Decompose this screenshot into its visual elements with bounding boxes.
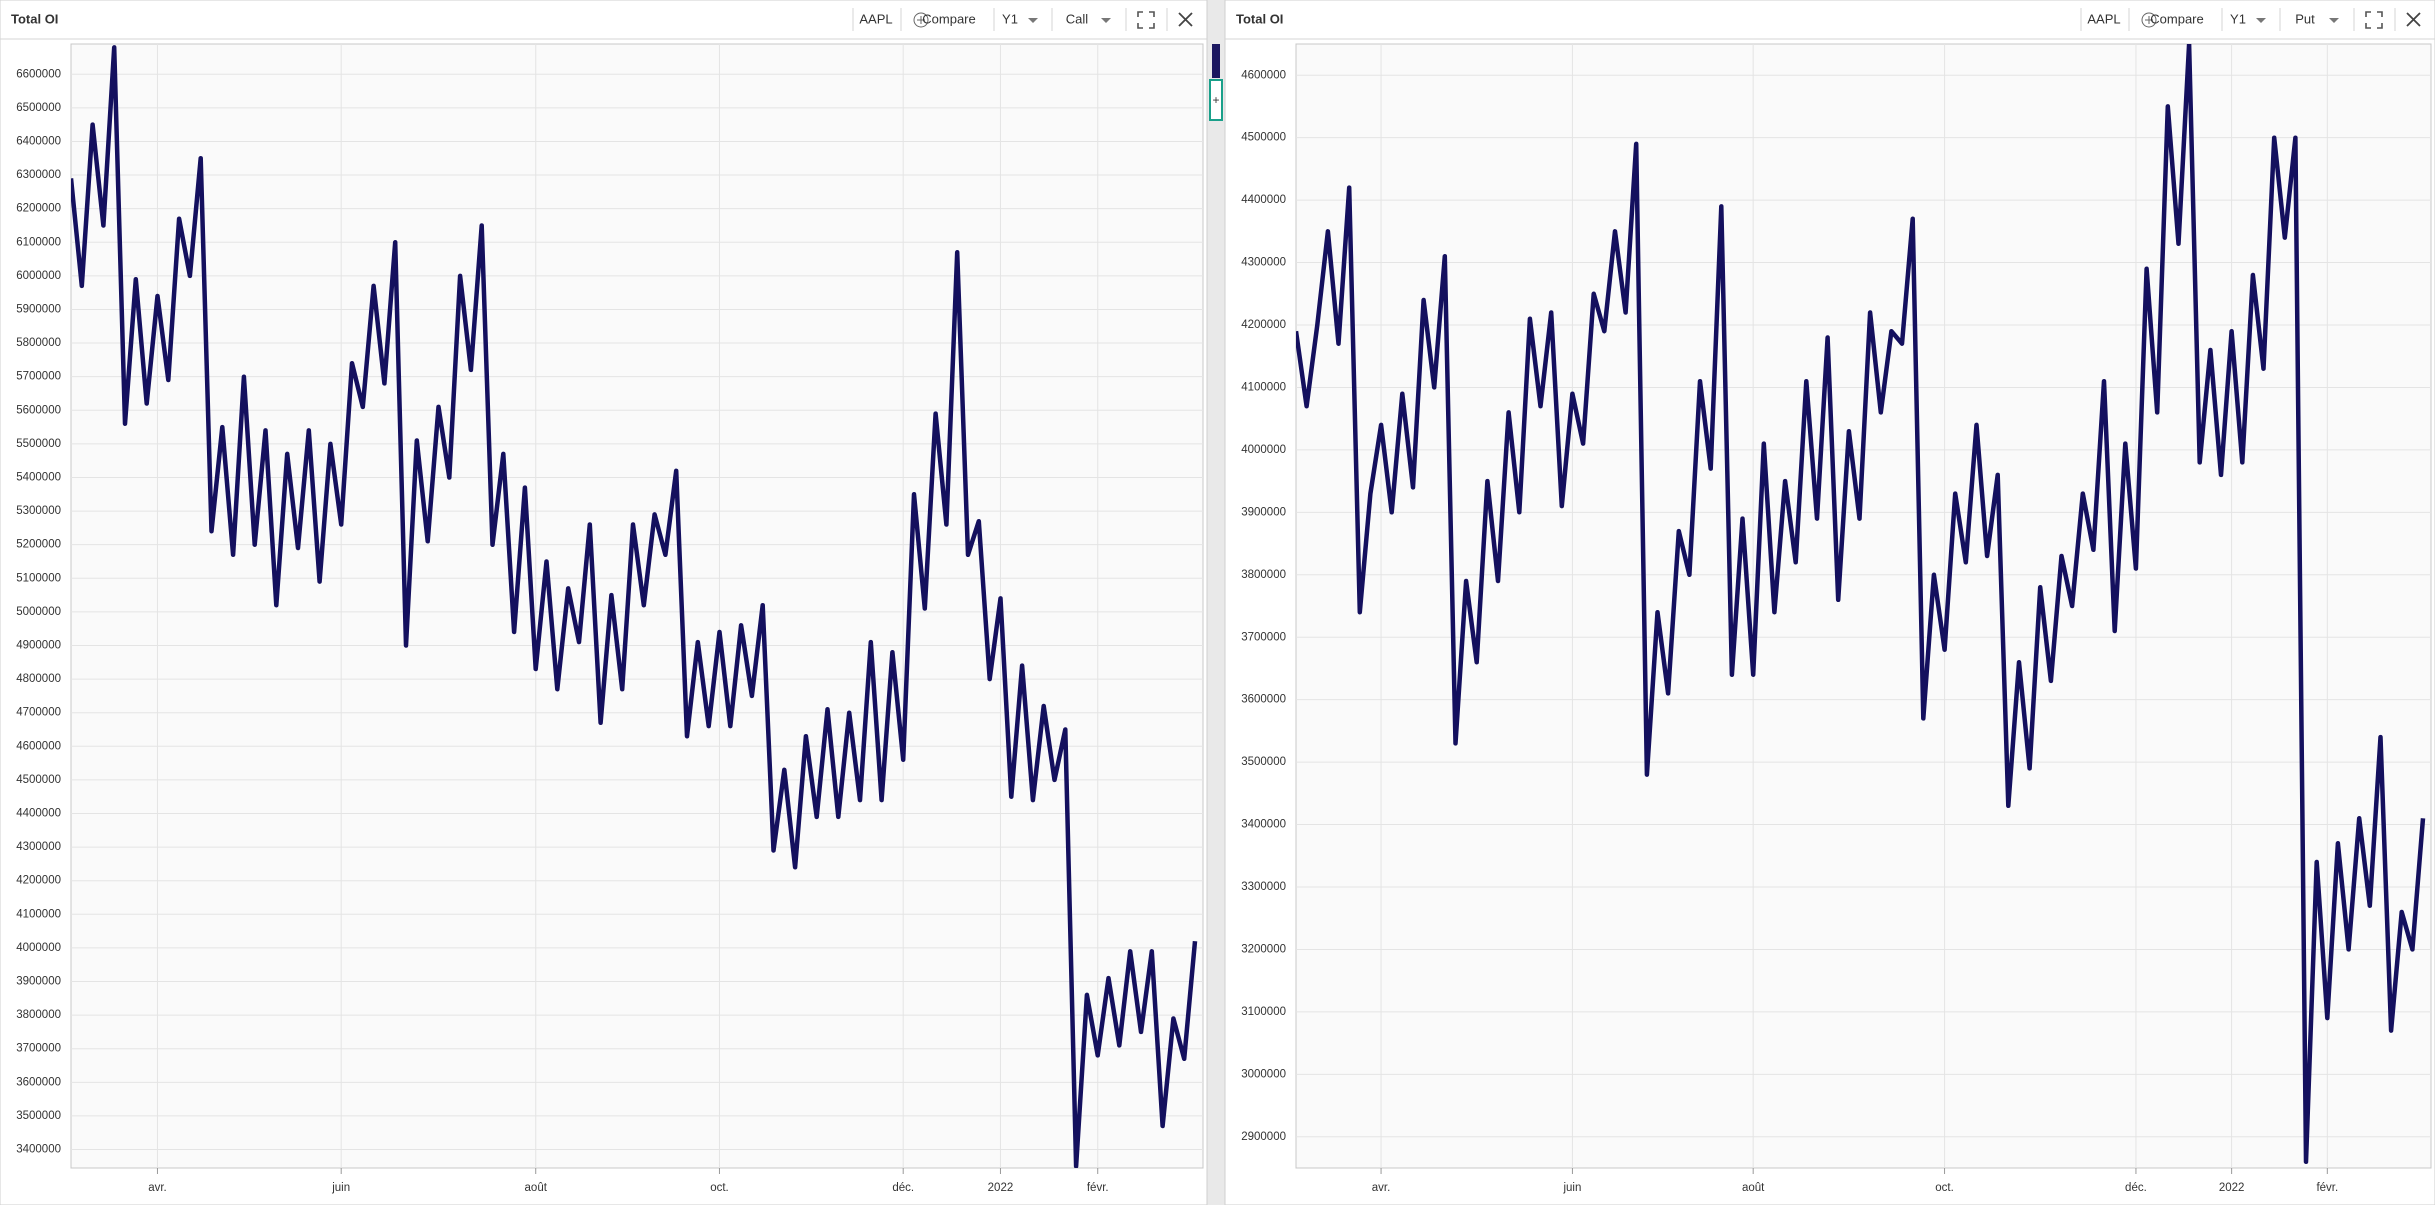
y-tick-label: 5600000 <box>16 404 61 416</box>
x-tick-label: oct. <box>1935 1182 1954 1194</box>
x-tick-label: août <box>525 1182 548 1194</box>
y-tick-label: 3600000 <box>16 1076 61 1088</box>
y-tick-label: 5100000 <box>16 572 61 584</box>
y-tick-label: 3500000 <box>16 1110 61 1122</box>
panel-title: Total OI <box>11 11 58 26</box>
splitter-icon: + <box>1212 93 1219 107</box>
y-tick-label: 3400000 <box>1241 819 1286 831</box>
close-button[interactable] <box>2406 12 2421 27</box>
y-tick-label: 6000000 <box>16 270 61 282</box>
y-tick-label: 5000000 <box>16 606 61 618</box>
y-tick-label: 5900000 <box>16 303 61 315</box>
y-tick-label: 6600000 <box>16 68 61 80</box>
dropdown-arrow <box>1101 18 1111 23</box>
y-tick-label: 4000000 <box>1241 444 1286 456</box>
y-tick-label: 3700000 <box>1241 631 1286 643</box>
ticker-button[interactable]: AAPL <box>859 11 892 26</box>
compare-icon[interactable] <box>913 12 929 28</box>
data-line <box>71 45 1198 1168</box>
y-tick-label: 3000000 <box>1241 1068 1286 1080</box>
y-tick-label: 4900000 <box>16 640 61 652</box>
x-tick-label: août <box>1742 1182 1765 1194</box>
y-tick-label: 3300000 <box>1241 881 1286 893</box>
option-type-dropdown[interactable]: Put <box>2295 11 2315 26</box>
x-tick-label: déc. <box>892 1182 914 1194</box>
y-tick-label: 4200000 <box>16 875 61 887</box>
y-tick-label: 4700000 <box>16 707 61 719</box>
x-tick-label: juin <box>331 1182 350 1194</box>
y-tick-label: 3500000 <box>1241 756 1286 768</box>
x-tick-label: avr. <box>1372 1182 1391 1194</box>
y-tick-label: 6200000 <box>16 203 61 215</box>
y-tick-label: 6300000 <box>16 169 61 181</box>
y-tick-label: 3100000 <box>1241 1006 1286 1018</box>
splitter-handle[interactable] <box>1209 79 1223 121</box>
dropdown-arrow <box>2329 18 2339 23</box>
y-tick-label: 5300000 <box>16 505 61 517</box>
dropdown-arrow <box>2256 18 2266 23</box>
y-tick-label: 4200000 <box>1241 319 1286 331</box>
y-tick-label: 4800000 <box>16 673 61 685</box>
expand-button[interactable] <box>2365 11 2383 29</box>
y-tick-label: 2900000 <box>1241 1131 1286 1143</box>
y-tick-label: 5500000 <box>16 438 61 450</box>
y-tick-label: 4500000 <box>1241 132 1286 144</box>
y-tick-label: 3700000 <box>16 1043 61 1055</box>
period-dropdown[interactable]: Y1 <box>2230 11 2246 26</box>
period-dropdown[interactable]: Y1 <box>1002 11 1018 26</box>
y-tick-label: 3900000 <box>16 976 61 988</box>
dropdown-arrow <box>1028 18 1038 23</box>
y-tick-label: 4600000 <box>16 740 61 752</box>
x-tick-label: déc. <box>2125 1182 2147 1194</box>
x-tick-label: juin <box>1562 1182 1581 1194</box>
y-tick-label: 4300000 <box>1241 257 1286 269</box>
panel-title: Total OI <box>1236 11 1283 26</box>
option-type-dropdown[interactable]: Call <box>1066 11 1089 26</box>
plot-area <box>70 43 1204 1169</box>
expand-button[interactable] <box>1137 11 1155 29</box>
y-tick-label: 4600000 <box>1241 69 1286 81</box>
x-tick-label: févr. <box>1087 1182 1109 1194</box>
plot-area <box>1295 43 2432 1169</box>
y-tick-label: 5700000 <box>16 371 61 383</box>
chart-panel: Total OI AAPL Compare Y1 Call 3400000 3500000 3… <box>0 0 1208 1205</box>
x-tick-label: oct. <box>710 1182 729 1194</box>
splitter-bar <box>1212 44 1220 78</box>
compare-button[interactable]: Compare <box>2150 11 2203 26</box>
y-tick-label: 4400000 <box>16 808 61 820</box>
y-tick-label: 3900000 <box>1241 506 1286 518</box>
compare-button[interactable]: Compare <box>922 11 975 26</box>
y-tick-label: 4000000 <box>16 942 61 954</box>
y-tick-label: 4400000 <box>1241 194 1286 206</box>
y-tick-label: 3600000 <box>1241 694 1286 706</box>
y-tick-label: 3200000 <box>1241 943 1286 955</box>
y-tick-label: 5200000 <box>16 539 61 551</box>
y-tick-label: 3400000 <box>16 1144 61 1156</box>
y-tick-label: 3800000 <box>1241 569 1286 581</box>
chart-panel: Total OI AAPL Compare Y1 Put 2900000 3000000 31… <box>1224 0 2435 1205</box>
y-tick-label: 5400000 <box>16 472 61 484</box>
y-tick-label: 6100000 <box>16 236 61 248</box>
y-tick-label: 4100000 <box>1241 381 1286 393</box>
y-tick-label: 6500000 <box>16 102 61 114</box>
y-tick-label: 6400000 <box>16 135 61 147</box>
y-tick-label: 4100000 <box>16 908 61 920</box>
ticker-button[interactable]: AAPL <box>2087 11 2120 26</box>
compare-icon-plus <box>2145 16 2153 24</box>
x-tick-label: 2022 <box>2219 1182 2245 1194</box>
x-tick-label: 2022 <box>988 1182 1014 1194</box>
compare-icon[interactable] <box>2141 12 2157 28</box>
data-line <box>1296 44 2426 1165</box>
y-tick-label: 3800000 <box>16 1009 61 1021</box>
x-tick-label: avr. <box>148 1182 167 1194</box>
compare-icon-plus <box>917 16 925 24</box>
y-tick-label: 4300000 <box>16 841 61 853</box>
y-tick-label: 5800000 <box>16 337 61 349</box>
close-button[interactable] <box>1178 12 1193 27</box>
y-tick-label: 4500000 <box>16 774 61 786</box>
x-tick-label: févr. <box>2316 1182 2338 1194</box>
